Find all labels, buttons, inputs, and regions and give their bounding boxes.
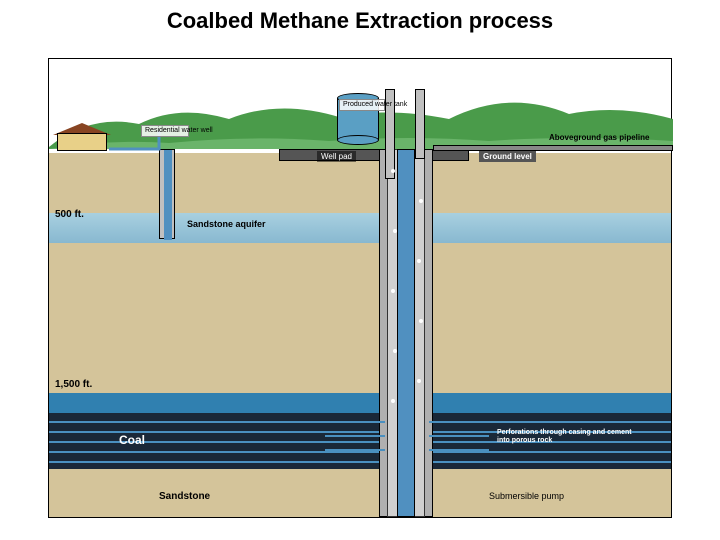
perforation-right — [429, 449, 489, 451]
main-well — [379, 89, 433, 517]
lower-soil-layer — [49, 243, 671, 393]
residential-well — [159, 149, 175, 239]
coal-label: Coal — [119, 433, 145, 447]
aquifer-label: Sandstone aquifer — [187, 219, 266, 229]
perforation-left — [325, 449, 385, 451]
water-above-coal — [49, 393, 671, 413]
tank-label: Produced water tank — [339, 99, 385, 111]
perforation-right — [429, 421, 489, 423]
depth-1500: 1,500 ft. — [55, 379, 92, 390]
res-well-label: Residential water well — [141, 125, 189, 137]
sandstone-layer — [49, 469, 671, 517]
ground-label: Ground level — [479, 151, 536, 162]
sandstone-label: Sandstone — [159, 491, 210, 502]
pump-label: Submersible pump — [489, 491, 564, 501]
page-title: Coalbed Methane Extraction process — [0, 0, 720, 38]
depth-500: 500 ft. — [55, 209, 84, 220]
perforation-right — [429, 435, 489, 437]
pipeline-label: Aboveground gas pipeline — [549, 133, 649, 142]
upper-soil-layer — [49, 153, 671, 213]
inner-tubing — [397, 149, 415, 517]
diagram-frame: Produced water tank Residential water we… — [48, 58, 672, 518]
perforation-left — [325, 421, 385, 423]
aquifer-layer — [49, 213, 671, 243]
gas-pipeline — [433, 145, 673, 151]
wellpad-label: Well pad — [317, 151, 356, 162]
perforations-label: Perforations through casing and cement i… — [497, 429, 637, 446]
water-riser — [415, 89, 425, 159]
perforation-left — [325, 435, 385, 437]
